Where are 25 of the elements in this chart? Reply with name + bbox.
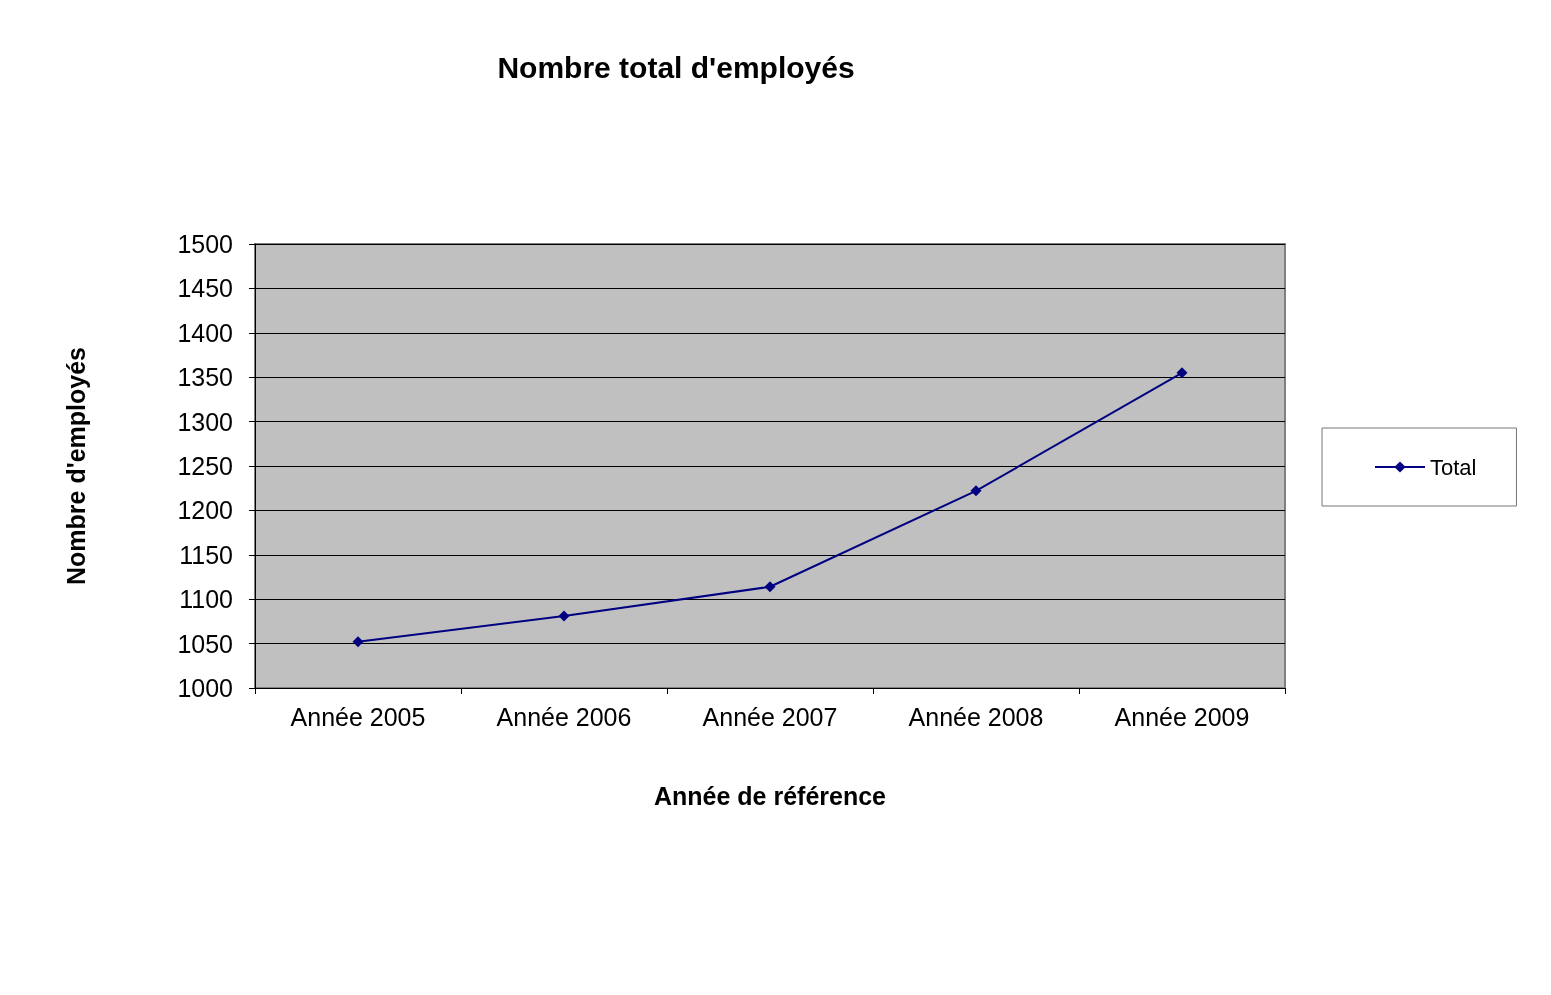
y-tick-label: 1100 xyxy=(179,585,233,614)
y-tick-label: 1050 xyxy=(177,629,233,658)
x-tick-label: Année 2008 xyxy=(908,702,1044,731)
point xyxy=(352,636,364,648)
legend-label: Total xyxy=(1430,454,1477,480)
point xyxy=(764,581,776,593)
y-tick-label: 1350 xyxy=(177,363,233,392)
y-tick-label: 1400 xyxy=(177,318,233,347)
x-tick-label: Année 2006 xyxy=(496,702,632,731)
x-tick-label: Année 2009 xyxy=(1114,702,1250,731)
point xyxy=(1176,367,1188,379)
y-tick-label: 1000 xyxy=(177,674,233,702)
y-tick-label: 1300 xyxy=(177,407,233,436)
point xyxy=(970,485,982,497)
chart-title: Nombre total d'employés xyxy=(497,50,855,84)
y-tick-label: 1150 xyxy=(179,540,233,569)
y-tick-label: 1250 xyxy=(177,452,233,480)
y-axis-title: Nombre d'employés xyxy=(61,347,90,585)
x-axis-title: Année de référence xyxy=(653,781,887,810)
y-tick-label: 1200 xyxy=(177,496,233,525)
x-tick-label: Année 2005 xyxy=(290,702,426,731)
x-tick-label: Année 2007 xyxy=(702,702,838,731)
point xyxy=(558,610,570,622)
y-tick-label: 1500 xyxy=(177,230,233,258)
y-tick-label: 1450 xyxy=(177,274,233,303)
